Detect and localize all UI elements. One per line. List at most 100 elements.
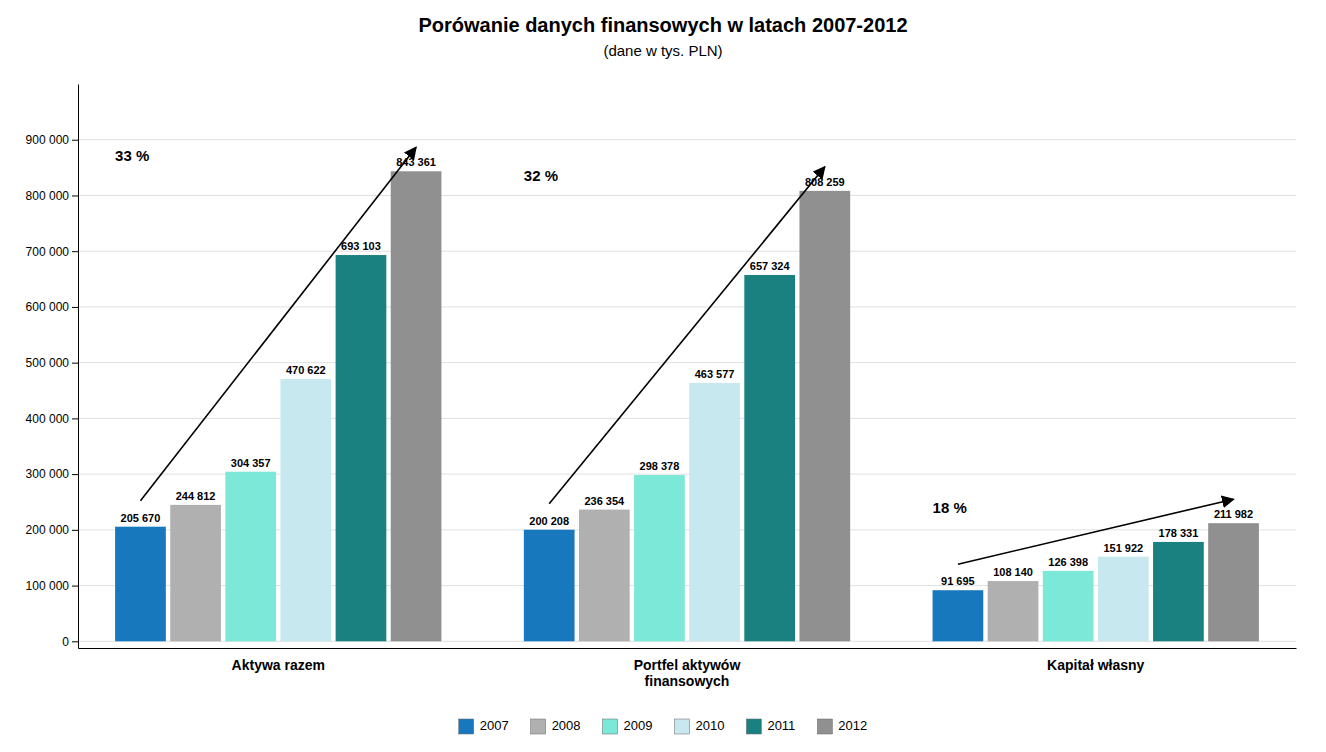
bar	[933, 590, 984, 641]
y-tick-label: 100 000	[26, 579, 70, 593]
y-tick-label: 400 000	[26, 412, 70, 426]
bar	[579, 510, 630, 642]
data-label: 200 208	[529, 515, 569, 527]
data-label: 236 354	[584, 495, 625, 507]
y-tick: 0	[62, 635, 78, 649]
y-tick-mark	[72, 474, 78, 475]
legend-item: 2011	[746, 718, 795, 734]
y-tick: 500 000	[26, 356, 78, 370]
x-axis-line	[79, 648, 1297, 649]
bar	[225, 472, 276, 642]
data-label: 91 695	[941, 575, 975, 587]
data-label: 211 982	[1214, 508, 1253, 520]
annotation: 33 %	[115, 147, 149, 164]
y-tick-mark	[72, 251, 78, 252]
x-tick-label-line: Kapitał własny	[1047, 657, 1144, 673]
legend-item: 2010	[674, 718, 724, 734]
grid-line	[78, 306, 1296, 307]
bar	[115, 527, 166, 642]
data-label: 843 361	[396, 156, 436, 168]
y-tick: 600 000	[26, 300, 78, 314]
annotations: 33 % 32 % 18 %	[115, 147, 1233, 564]
bar	[1043, 571, 1094, 641]
grid-line	[78, 251, 1296, 252]
annotation: 18 %	[933, 499, 967, 516]
data-label: 304 357	[231, 457, 271, 469]
data-label: 108 140	[993, 566, 1033, 578]
y-tick-label: 500 000	[26, 356, 70, 370]
legend-label: 2012	[838, 718, 867, 733]
y-tick: 800 000	[26, 189, 78, 203]
x-tick: Aktywa razem	[232, 657, 325, 673]
subtitle: (dane w tys. PLN)	[603, 42, 722, 59]
bar	[1208, 523, 1259, 641]
data-label: 470 622	[286, 364, 326, 376]
data-label: 463 577	[695, 368, 735, 380]
y-tick-mark	[72, 307, 78, 308]
annotation: 32 %	[524, 167, 558, 184]
y-tick: 100 000	[26, 579, 78, 593]
data-label: 178 331	[1159, 527, 1199, 539]
bar	[744, 275, 795, 641]
legend: 2007 2008 2009 2010 2011 2012	[459, 718, 868, 734]
legend-label: 2010	[695, 718, 724, 733]
y-tick: 200 000	[26, 523, 78, 537]
grid-line	[78, 418, 1296, 419]
grid-line	[78, 139, 1296, 140]
legend-item: 2012	[817, 718, 867, 734]
data-label: 151 922	[1103, 542, 1143, 554]
bar-series	[391, 171, 1259, 641]
data-label: 693 103	[341, 240, 381, 252]
y-tick-mark	[72, 363, 78, 364]
bar	[689, 383, 740, 641]
y-tick-mark	[72, 140, 78, 141]
bar	[988, 581, 1039, 641]
legend-label: 2008	[552, 718, 581, 733]
bar	[799, 191, 850, 641]
chart: Porówanie danych finansowych w latach 20…	[0, 0, 1326, 752]
y-tick-label: 300 000	[26, 467, 70, 481]
y-tick-label: 600 000	[26, 300, 70, 314]
y-tick: 400 000	[26, 412, 78, 426]
y-tick: 700 000	[26, 245, 78, 259]
data-label: 808 259	[805, 176, 845, 188]
y-tick: 900 000	[26, 133, 78, 147]
y-tick-mark	[72, 195, 78, 196]
annotation-arrow	[140, 147, 416, 500]
legend-swatch	[531, 719, 546, 734]
y-axis: 0 100 000 200 000 300 000 400 000 500 000 600 …	[26, 85, 79, 649]
bar	[336, 255, 387, 641]
legend-label: 2009	[624, 718, 653, 733]
legend-label: 2011	[767, 718, 795, 733]
y-axis-line	[78, 85, 79, 649]
legend-item: 2007	[459, 718, 509, 734]
data-label: 244 812	[176, 490, 216, 502]
annotation-arrow	[549, 167, 825, 504]
x-tick-label: Kapitał własny	[1047, 657, 1144, 673]
y-tick-label: 900 000	[26, 133, 70, 147]
y-tick-label: 200 000	[26, 523, 70, 537]
y-tick-label: 800 000	[26, 189, 70, 203]
legend-swatch	[459, 719, 474, 734]
grid-line	[78, 195, 1296, 196]
plot: 0 100 000 200 000 300 000 400 000 500 000 600 …	[26, 85, 1297, 690]
bar	[280, 379, 331, 641]
legend-swatch	[746, 719, 761, 734]
bar	[170, 505, 221, 641]
bar	[391, 171, 442, 641]
x-tick-label-line: Aktywa razem	[232, 657, 325, 673]
legend-swatch	[817, 719, 832, 734]
bar	[524, 530, 575, 642]
x-tick-label-line: Portfel aktywów	[634, 657, 741, 673]
bar	[1153, 542, 1204, 641]
bar-series	[336, 255, 1204, 641]
data-label: 657 324	[750, 260, 791, 272]
y-tick-mark	[72, 418, 78, 419]
bar	[634, 475, 685, 641]
legend-item: 2008	[531, 718, 581, 734]
y-tick-mark	[72, 586, 78, 587]
x-tick: Portfel aktywówfinansowych	[634, 657, 741, 689]
annotation-arrow	[958, 499, 1234, 564]
y-tick-mark	[72, 641, 78, 642]
bars	[115, 171, 1259, 641]
